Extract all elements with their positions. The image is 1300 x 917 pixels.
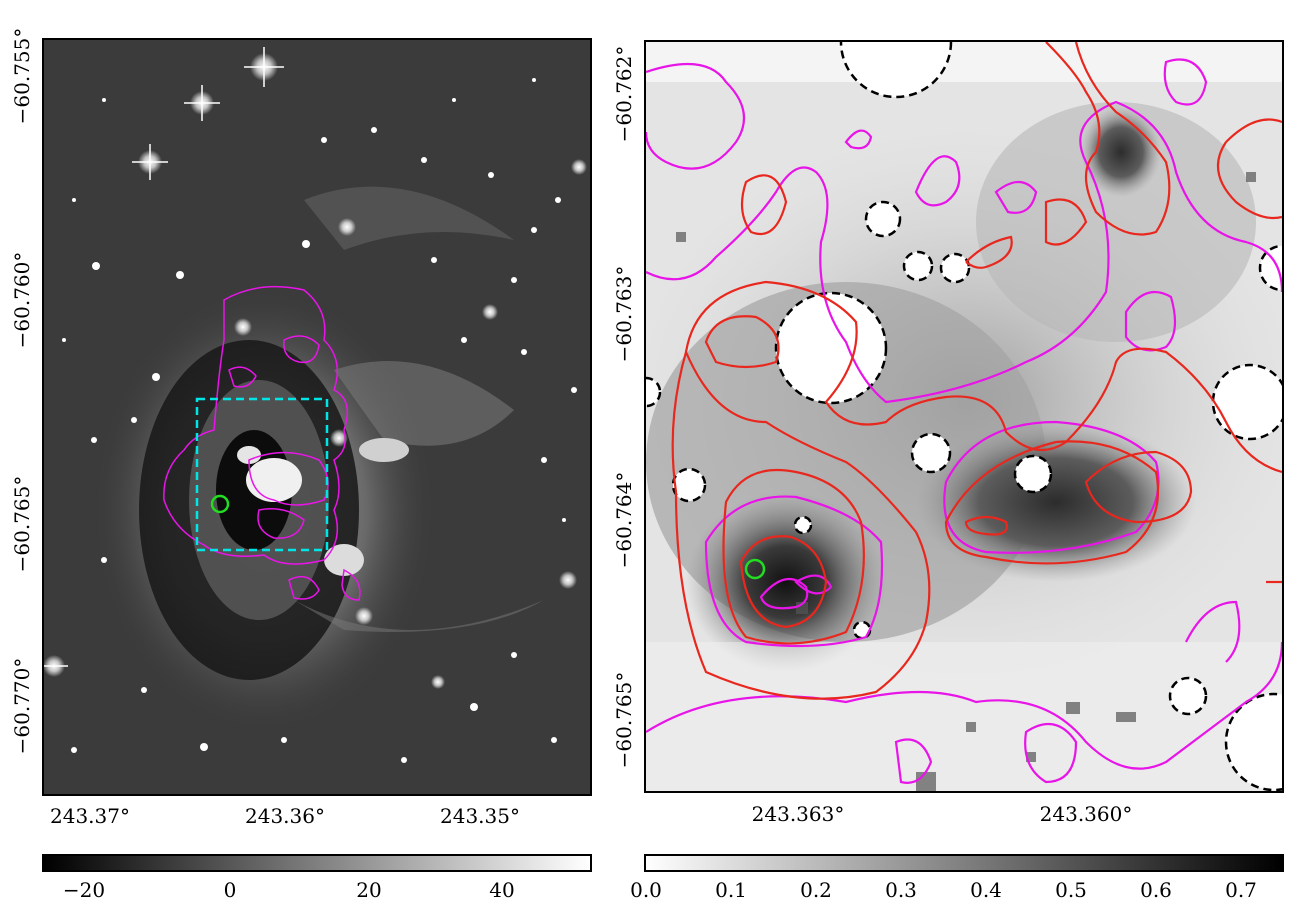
faint-stars xyxy=(62,78,577,763)
right-colorbar-tick: 0.7 xyxy=(1225,878,1257,902)
low-signal-region xyxy=(646,42,1282,82)
left-colorbar-tick: 0 xyxy=(223,878,237,902)
spiral-arm xyxy=(304,186,514,250)
source-marker xyxy=(744,558,766,580)
spiral-arm xyxy=(334,361,514,446)
bright-knot xyxy=(359,438,409,462)
right-colorbar-tick: 0.5 xyxy=(1055,878,1087,902)
right-xtick: 243.360° xyxy=(1039,802,1133,826)
left-colorbar-tick: 40 xyxy=(489,878,515,902)
spiral-arm xyxy=(294,600,544,632)
right-ytick: −60.765° xyxy=(612,671,636,769)
right-ytick: −60.762° xyxy=(612,45,636,143)
low-signal-region xyxy=(646,642,1282,791)
bright-knot xyxy=(237,446,261,464)
left-image-svg xyxy=(44,40,590,794)
zoom-region-box xyxy=(195,397,329,552)
right-map-svg xyxy=(646,42,1282,791)
left-ytick: −60.765° xyxy=(10,475,34,573)
left-image-panel xyxy=(42,38,592,796)
right-colorbar-tick: 0.3 xyxy=(885,878,917,902)
diffuse-emission xyxy=(976,102,1256,342)
right-ytick: −60.763° xyxy=(612,265,636,363)
left-colorbar xyxy=(42,854,592,872)
right-xtick: 243.363° xyxy=(751,802,845,826)
left-xtick: 243.35° xyxy=(440,804,520,828)
magenta-contours xyxy=(646,58,1282,784)
right-ytick: −60.764° xyxy=(612,471,636,569)
left-xtick: 243.36° xyxy=(245,804,325,828)
right-colorbar-tick: 0.0 xyxy=(630,878,662,902)
right-colorbar-tick: 0.6 xyxy=(1140,878,1172,902)
bright-knot xyxy=(246,458,302,502)
masked-sources xyxy=(646,42,1282,791)
left-xtick: 243.37° xyxy=(50,804,130,828)
bright-knot xyxy=(324,544,364,576)
right-colorbar xyxy=(644,854,1284,872)
red-contours xyxy=(671,42,1282,700)
left-ytick: −60.770° xyxy=(10,657,34,755)
left-colorbar-tick: −20 xyxy=(62,878,106,902)
right-colorbar-tick: 0.2 xyxy=(800,878,832,902)
right-colorbar-tick: 0.4 xyxy=(970,878,1002,902)
right-colorbar-tick: 0.1 xyxy=(715,878,747,902)
dense-clump xyxy=(916,422,1196,582)
left-ytick: −60.760° xyxy=(10,251,34,349)
source-marker xyxy=(210,494,230,514)
magenta-contours xyxy=(163,285,361,601)
dense-clump xyxy=(686,492,886,672)
right-map-panel xyxy=(644,40,1284,793)
star-field xyxy=(44,47,587,689)
dense-clump xyxy=(1081,107,1161,197)
left-colorbar-tick: 20 xyxy=(356,878,382,902)
left-ytick: −60.755° xyxy=(10,27,34,125)
